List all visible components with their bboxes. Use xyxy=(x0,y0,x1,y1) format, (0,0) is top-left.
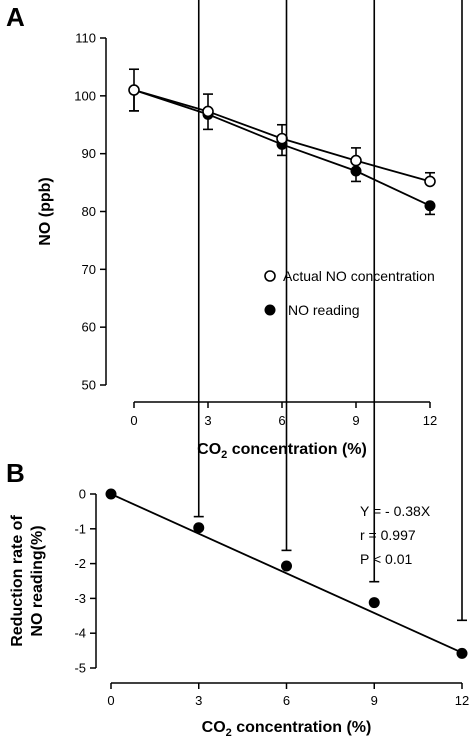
x-tick-label: 0 xyxy=(130,413,137,428)
legend: Actual NO concentration NO reading xyxy=(264,268,435,318)
panel-a-chart: 50 60 70 80 90 100 110 0 3 6 9 12 NO (ppb) CO2 concen… xyxy=(37,31,437,462)
x-tick-label: 3 xyxy=(204,413,211,428)
data-point xyxy=(105,488,117,500)
y-axis-label: Reduction rate of NO reading(%) xyxy=(9,515,46,647)
y-tick-label: -5 xyxy=(74,661,86,676)
x-tick-label: 9 xyxy=(371,693,378,708)
panel-a-letter: A xyxy=(6,2,25,32)
point-actual xyxy=(276,132,288,145)
x-tick-label: 9 xyxy=(352,413,359,428)
x-axis-label-main: CO xyxy=(202,719,226,736)
error-bar xyxy=(193,0,204,518)
y-tick-label: 50 xyxy=(82,378,96,393)
data-point xyxy=(456,647,468,659)
regression-annotation: P < 0.01 xyxy=(360,551,413,567)
point-actual xyxy=(128,84,140,96)
regression-line xyxy=(110,493,463,654)
data-point xyxy=(193,522,205,534)
point-actual xyxy=(424,175,436,188)
legend-marker-actual xyxy=(264,270,276,282)
x-axis-label-subscript: 2 xyxy=(226,727,232,737)
x-axis-label-rest: concentration (%) xyxy=(232,719,372,736)
x-tick-label: 6 xyxy=(278,413,285,428)
regression-annotation: r = 0.997 xyxy=(360,527,416,543)
y-tick-label: 70 xyxy=(82,262,96,277)
point-actual xyxy=(350,154,362,167)
x-axis-label-main: CO xyxy=(197,441,221,458)
point-actual xyxy=(202,105,214,118)
y-tick-label: 80 xyxy=(82,204,96,219)
x-tick-label: 12 xyxy=(455,693,469,708)
x-axis-label: CO2 concentration (%) xyxy=(202,719,372,737)
y-tick-label: 110 xyxy=(75,31,96,46)
x-axis-label-subscript: 2 xyxy=(221,449,227,461)
panel-b-letter: B xyxy=(6,458,25,488)
y-axis-label-line1: Reduction rate of xyxy=(9,515,26,647)
y-tick-label: 100 xyxy=(74,88,96,103)
point-reading xyxy=(350,165,362,177)
data-point xyxy=(281,560,292,572)
y-tick-label: 0 xyxy=(79,487,86,502)
legend-label-actual: Actual NO concentration xyxy=(283,268,435,284)
y-tick-label: -3 xyxy=(74,591,86,606)
y-axis-label: NO (ppb) xyxy=(37,177,54,245)
y-tick-label: -4 xyxy=(74,626,86,641)
regression-annotation: Y = - 0.38X xyxy=(360,503,431,519)
x-axis-label-rest: concentration (%) xyxy=(227,441,367,458)
x-tick-label: 12 xyxy=(423,413,437,428)
error-bar xyxy=(369,0,380,583)
legend-marker-reading xyxy=(264,304,276,316)
y-tick-label: -1 xyxy=(74,521,86,536)
x-tick-label: 3 xyxy=(195,693,202,708)
y-tick-label: 90 xyxy=(82,146,96,161)
legend-label-reading: NO reading xyxy=(288,302,360,318)
x-tick-label: 6 xyxy=(283,693,290,708)
y-axis-label-line2: NO reading(%) xyxy=(29,525,46,636)
x-tick-label: 0 xyxy=(107,693,114,708)
y-tick-label: 60 xyxy=(82,320,96,335)
error-bar xyxy=(281,0,292,552)
data-point xyxy=(368,597,380,609)
error-bar xyxy=(457,0,467,622)
x-axis-label: CO2 concentration (%) xyxy=(197,441,367,461)
point-reading xyxy=(424,200,436,212)
y-tick-label: -2 xyxy=(74,556,86,571)
